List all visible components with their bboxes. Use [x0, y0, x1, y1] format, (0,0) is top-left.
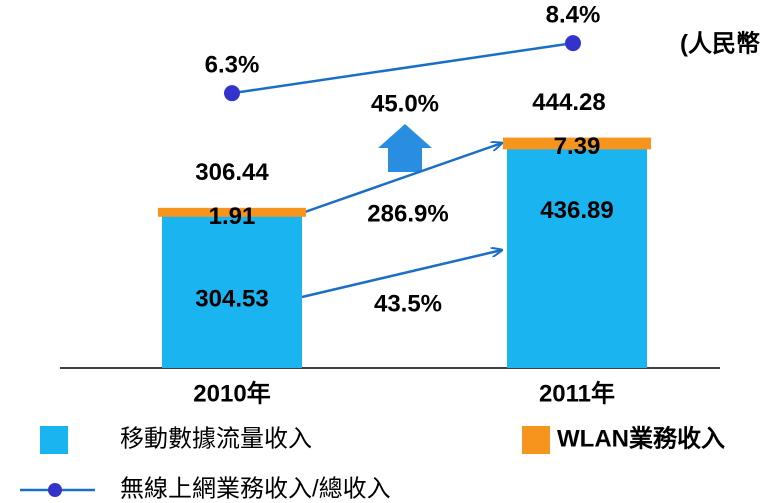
legend-label: WLAN業務收入 — [557, 425, 725, 452]
growth-arrow — [378, 124, 432, 172]
annotation: 286.9% — [367, 200, 448, 227]
total-label: 444.28 — [532, 89, 605, 116]
x-tick-label: 2010年 — [193, 379, 270, 407]
bar-segment — [162, 212, 302, 368]
total-label: 306.44 — [195, 159, 269, 186]
bar-segment — [503, 137, 651, 150]
bar-segment — [158, 207, 306, 217]
bar-segment — [507, 145, 647, 368]
value-label: 436.89 — [540, 197, 613, 224]
value-label: 8.4% — [546, 1, 601, 28]
value-label: 1.91 — [209, 203, 256, 230]
legend-point — [48, 483, 62, 497]
legend-swatch — [522, 426, 550, 454]
legend-label: 無線上網業務收入/總收入 — [120, 475, 391, 502]
x-tick-label: 2011年 — [539, 379, 615, 407]
value-label: 304.53 — [195, 286, 268, 313]
value-label: 7.39 — [554, 133, 601, 160]
annotation: 43.5% — [374, 290, 442, 317]
series-line — [231, 41, 574, 95]
line-point — [565, 35, 581, 52]
trend-arrow — [301, 250, 502, 299]
unit-label: (人民幣 — [680, 30, 760, 57]
annotation: 45.0% — [371, 90, 439, 117]
line-point — [224, 85, 240, 102]
legend-swatch — [40, 426, 68, 454]
trend-arrow — [301, 143, 502, 215]
value-label: 6.3% — [205, 52, 260, 79]
legend-label: 移動數據流量收入 — [120, 425, 312, 452]
